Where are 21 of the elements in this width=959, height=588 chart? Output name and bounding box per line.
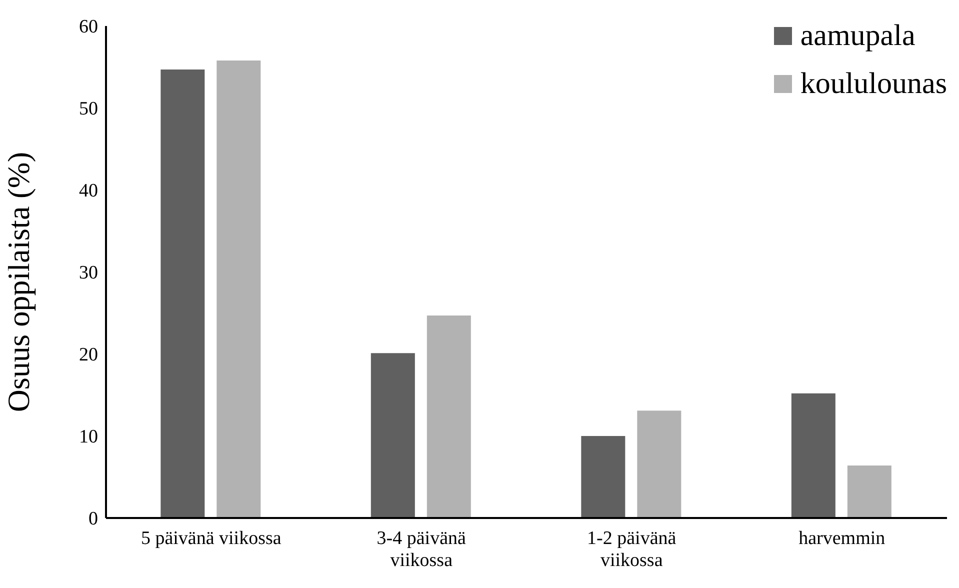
x-tick-label: 3-4 päivänä viikossa: [376, 528, 467, 571]
bar: [581, 436, 626, 518]
legend-label: aamupala: [800, 18, 916, 54]
y-tick-label: 20: [79, 344, 98, 366]
x-tick-label: 1-2 päivänä viikossa: [587, 528, 677, 571]
bar: [426, 315, 471, 518]
y-tick-label: 30: [79, 262, 98, 284]
x-tick-label: 5 päivänä viikossa: [140, 528, 282, 549]
bar: [370, 353, 415, 518]
x-tick-label: harvemmin: [798, 528, 886, 549]
y-tick-label: 40: [79, 180, 98, 202]
bar: [637, 410, 682, 518]
y-tick-label: 60: [79, 16, 98, 38]
bar: [791, 393, 836, 518]
y-tick-label: 0: [88, 508, 98, 530]
legend-label: koululounas: [800, 66, 947, 102]
bar: [847, 466, 892, 518]
bar: [160, 69, 205, 518]
y-tick-label: 10: [79, 426, 98, 448]
bar: [216, 60, 261, 518]
y-tick-label: 50: [79, 98, 98, 120]
